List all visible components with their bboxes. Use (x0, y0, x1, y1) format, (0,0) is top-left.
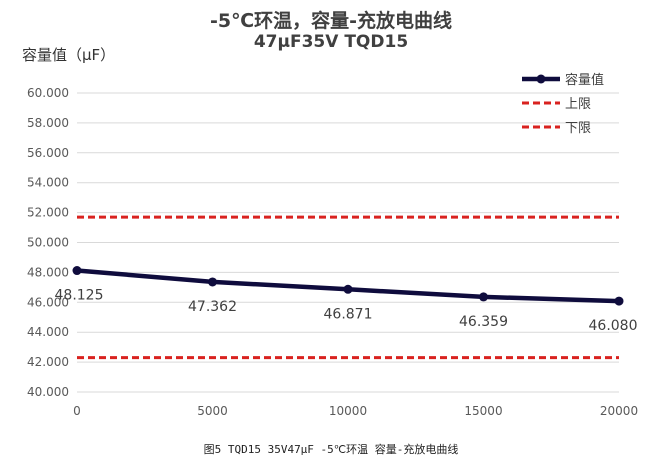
x-tick-label: 20000 (600, 404, 638, 418)
y-tick-label: 40.000 (27, 385, 69, 399)
y-tick-label: 58.000 (27, 116, 69, 130)
x-tick-label: 15000 (464, 404, 502, 418)
legend-label: 上限 (565, 97, 591, 112)
y-tick-label: 60.000 (27, 86, 69, 100)
x-tick-label: 0 (73, 404, 81, 418)
y-tick-label: 44.000 (27, 325, 69, 339)
y-tick-label: 54.000 (27, 176, 69, 190)
y-axis-label: 容量值（μF） (22, 46, 116, 64)
y-tick-label: 52.000 (27, 206, 69, 220)
chart-title: -5℃环温，容量-充放电曲线 (209, 10, 452, 32)
legend-label: 下限 (565, 121, 591, 136)
data-label: 46.080 (589, 318, 638, 334)
x-tick-label: 10000 (329, 404, 367, 418)
legend-marker (536, 74, 546, 84)
data-point (479, 292, 488, 302)
figure-caption: 图5 TQD15 35V47μF -5℃环温 容量-充放电曲线 (203, 443, 459, 456)
y-tick-label: 50.000 (27, 236, 69, 250)
data-point (614, 296, 624, 306)
y-tick-label: 42.000 (27, 355, 69, 369)
data-label: 46.359 (459, 314, 508, 330)
y-tick-label: 46.000 (27, 295, 69, 309)
data-label: 48.125 (55, 288, 104, 304)
chart-subtitle: 47μF35V TQD15 (253, 32, 409, 52)
y-tick-label: 48.000 (27, 265, 69, 279)
x-tick-label: 5000 (197, 404, 228, 418)
data-point (208, 277, 217, 287)
data-point (72, 266, 82, 276)
data-point (343, 284, 353, 294)
legend-label: 容量值 (565, 72, 604, 88)
line-chart: 40.000 42.000 44.000 46.000 48.000 50.000 52.0… (27, 72, 638, 418)
data-label: 46.871 (324, 306, 373, 322)
y-tick-label: 56.000 (27, 146, 69, 160)
data-label: 47.362 (188, 299, 237, 315)
